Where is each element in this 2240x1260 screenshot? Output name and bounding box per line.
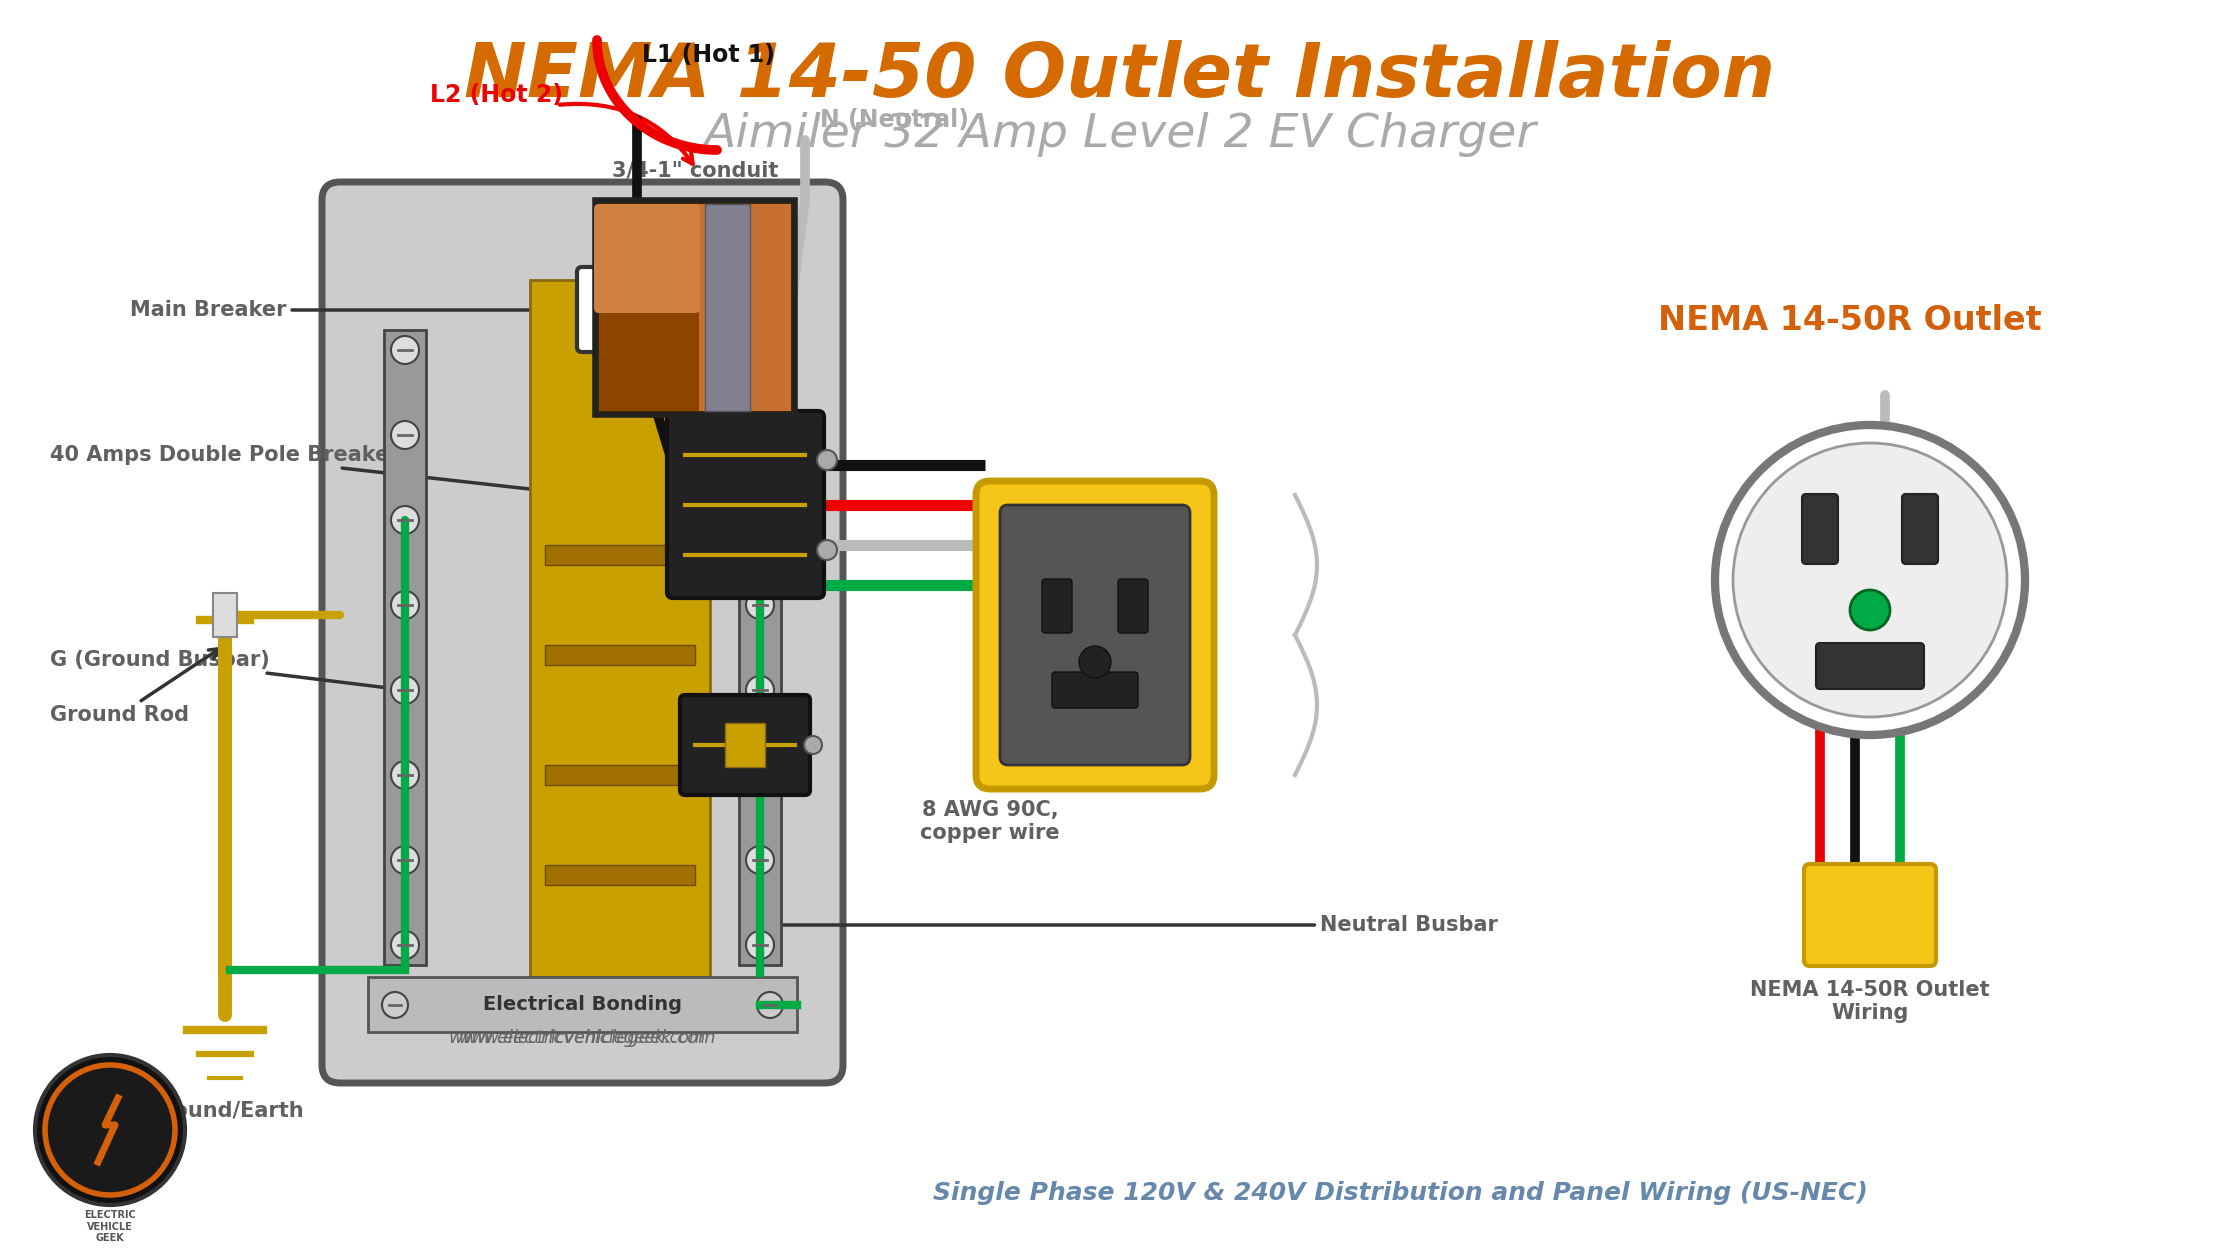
Circle shape <box>818 541 838 559</box>
FancyBboxPatch shape <box>999 505 1189 765</box>
Circle shape <box>746 591 775 619</box>
Circle shape <box>392 507 419 534</box>
Text: Neutral Busbar: Neutral Busbar <box>766 915 1499 935</box>
Bar <box>544 546 694 564</box>
Text: www.electricvehiclegeek.com: www.electricvehiclegeek.com <box>448 1029 717 1047</box>
FancyBboxPatch shape <box>668 411 824 598</box>
Circle shape <box>392 845 419 874</box>
Circle shape <box>708 249 728 268</box>
Text: Ground/Earth: Ground/Earth <box>146 1100 305 1120</box>
Bar <box>618 244 654 273</box>
Bar <box>531 280 710 1024</box>
FancyBboxPatch shape <box>578 267 777 352</box>
FancyBboxPatch shape <box>681 696 811 795</box>
Circle shape <box>746 931 775 959</box>
Text: Main Breaker: Main Breaker <box>130 300 576 320</box>
Circle shape <box>383 992 408 1018</box>
Bar <box>544 866 694 885</box>
FancyBboxPatch shape <box>1042 580 1073 633</box>
Circle shape <box>392 591 419 619</box>
FancyBboxPatch shape <box>323 181 842 1084</box>
FancyBboxPatch shape <box>1801 494 1839 564</box>
Bar <box>739 330 782 965</box>
Text: Electrical Bonding: Electrical Bonding <box>484 995 681 1014</box>
Circle shape <box>688 302 703 318</box>
Circle shape <box>1080 646 1111 678</box>
Circle shape <box>757 992 784 1018</box>
FancyBboxPatch shape <box>634 278 721 341</box>
Circle shape <box>746 421 775 449</box>
FancyBboxPatch shape <box>1817 643 1924 689</box>
Circle shape <box>746 677 775 704</box>
Circle shape <box>392 931 419 959</box>
Text: 8 AWG 90C,
copper wire: 8 AWG 90C, copper wire <box>921 800 1060 843</box>
Circle shape <box>392 677 419 704</box>
Text: www.electricvehiclegeek.com: www.electricvehiclegeek.com <box>459 1029 706 1047</box>
Circle shape <box>392 336 419 364</box>
Text: 40 Amps Double Pole Breaker: 40 Amps Double Pole Breaker <box>49 445 665 508</box>
Circle shape <box>746 845 775 874</box>
Bar <box>544 765 694 785</box>
Text: NEMA 14-50R Outlet
Wiring: NEMA 14-50R Outlet Wiring <box>1749 980 1989 1023</box>
Circle shape <box>45 1065 175 1194</box>
Bar <box>726 723 766 767</box>
FancyBboxPatch shape <box>594 204 699 312</box>
Circle shape <box>627 249 647 268</box>
Circle shape <box>1850 590 1891 630</box>
Circle shape <box>1734 444 2007 717</box>
Circle shape <box>392 761 419 789</box>
Text: L1 (Hot 1): L1 (Hot 1) <box>643 43 775 67</box>
Text: Single Phase 120V & 240V Distribution and Panel Wiring (US-NEC): Single Phase 120V & 240V Distribution an… <box>932 1181 1868 1205</box>
FancyBboxPatch shape <box>1803 864 1935 966</box>
FancyBboxPatch shape <box>1053 672 1138 708</box>
Text: ELECTRIC
VEHICLE
GEEK: ELECTRIC VEHICLE GEEK <box>85 1210 137 1244</box>
Bar <box>367 976 797 1032</box>
FancyBboxPatch shape <box>1902 494 1938 564</box>
Text: Aimiler 32 Amp Level 2 EV Charger: Aimiler 32 Amp Level 2 EV Charger <box>703 112 1537 158</box>
Text: N (Neutral): N (Neutral) <box>820 108 970 132</box>
Bar <box>598 307 699 411</box>
Bar <box>213 593 237 638</box>
Text: G (Ground Busbar): G (Ground Busbar) <box>49 650 399 693</box>
Text: Ground Rod: Ground Rod <box>49 649 220 724</box>
Circle shape <box>746 507 775 534</box>
Text: NEMA 14-50 Outlet Installation: NEMA 14-50 Outlet Installation <box>464 40 1776 113</box>
Bar <box>706 204 750 411</box>
Circle shape <box>36 1055 186 1205</box>
Bar <box>383 330 426 965</box>
Bar <box>699 244 735 273</box>
Circle shape <box>746 336 775 364</box>
Text: 3/4-1" conduit: 3/4-1" conduit <box>612 160 777 180</box>
Circle shape <box>392 421 419 449</box>
Circle shape <box>746 761 775 789</box>
Bar <box>544 645 694 665</box>
Circle shape <box>1716 425 2025 735</box>
Circle shape <box>818 450 838 470</box>
Text: L2 (Hot 2): L2 (Hot 2) <box>430 83 564 107</box>
FancyBboxPatch shape <box>596 200 795 415</box>
Circle shape <box>804 736 822 753</box>
FancyBboxPatch shape <box>977 481 1214 789</box>
Text: NEMA 14-50R Outlet: NEMA 14-50R Outlet <box>1658 304 2043 336</box>
Bar <box>598 204 791 411</box>
FancyBboxPatch shape <box>1118 580 1147 633</box>
